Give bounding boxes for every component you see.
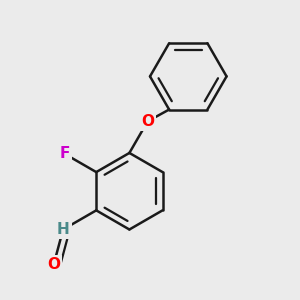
Text: F: F [59,146,70,161]
Text: O: O [141,114,154,129]
Text: O: O [47,257,60,272]
Text: H: H [57,222,70,237]
